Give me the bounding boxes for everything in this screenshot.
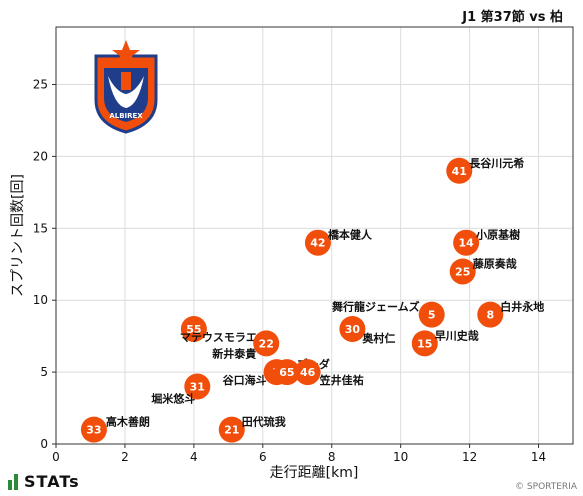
plot-frame	[55, 26, 574, 445]
player-name-label: マテウスモラエス	[180, 331, 268, 344]
brand-name: STATs	[24, 472, 80, 491]
player-number: 22	[259, 337, 274, 350]
player-marker	[80, 416, 107, 443]
y-tick-label: 10	[33, 293, 48, 307]
x-tick-label: 0	[52, 450, 60, 464]
player-number: 8	[486, 309, 494, 322]
player-marker	[411, 330, 438, 357]
player-name-label: 小原基樹	[475, 228, 520, 242]
y-tick-label: 5	[40, 365, 48, 379]
player-name-label: 白井永地	[500, 300, 544, 314]
player-name-label: 谷口海斗	[223, 373, 267, 387]
x-axis-label: 走行距離[km]	[270, 464, 359, 481]
y-axis-label: スプリント回数[回]	[10, 174, 26, 297]
x-tick-label: 6	[259, 450, 267, 464]
player-number: 25	[455, 265, 470, 278]
y-tick-label: 20	[33, 149, 48, 163]
y-axis: 0 5 10 15 20 25	[33, 78, 56, 451]
player-marker	[304, 229, 331, 256]
player-number: 21	[224, 424, 239, 437]
credit: © SPORTERIA	[515, 482, 577, 492]
player-marker	[184, 373, 211, 400]
player-number: 33	[86, 424, 101, 437]
player-marker	[449, 258, 476, 285]
x-tick-label: 4	[190, 450, 198, 464]
player-name-label: 舞行龍ジェームズ	[332, 300, 420, 314]
player-number: 65	[279, 366, 294, 379]
player-name-label: 藤原奏哉	[473, 256, 517, 270]
match-title: J1 第37節 vs 柏	[462, 10, 563, 25]
player-name-label: 笠井佳祐	[319, 373, 364, 387]
player-number: 30	[345, 323, 361, 336]
player-number: 31	[190, 380, 205, 393]
player-name-label: 早川史哉	[435, 328, 479, 342]
stats-logo-icon	[8, 473, 18, 490]
player-marker	[477, 301, 504, 328]
player-marker	[180, 315, 207, 342]
player-name-label: 高木善朗	[106, 415, 150, 429]
x-tick-label: 2	[121, 450, 129, 464]
player-name-label: 新井泰貴	[212, 346, 256, 360]
player-marker	[453, 229, 480, 256]
player-name-label: 奥村仁	[361, 331, 395, 345]
player-number: 15	[417, 337, 432, 350]
player-name-label: 橋本健人	[328, 228, 373, 242]
grid	[55, 27, 573, 445]
player-marker	[294, 359, 321, 386]
x-tick-label: 10	[393, 450, 408, 464]
brand-logo: STATs	[8, 472, 80, 491]
player-marker	[339, 315, 366, 342]
svg-text:ALBIREX: ALBIREX	[109, 112, 143, 120]
player-marker	[273, 359, 300, 386]
player-number: 5	[428, 309, 436, 322]
club-crest-icon: ALBIREX	[94, 40, 158, 134]
x-tick-label: 12	[462, 450, 477, 464]
player-number: 42	[310, 237, 325, 250]
player-marker	[446, 157, 473, 184]
y-tick-label: 25	[33, 78, 48, 92]
y-tick-label: 15	[33, 221, 48, 235]
player-marker	[218, 416, 245, 443]
player-number: 14	[458, 237, 474, 250]
player-number: 46	[300, 366, 316, 379]
player-name-label: 堀米悠斗	[151, 391, 195, 405]
player-marker	[253, 330, 280, 357]
player-name-label: 田代琉我	[242, 415, 286, 429]
player-name-label: 長谷川元希	[469, 156, 524, 170]
x-tick-label: 14	[531, 450, 546, 464]
player-marker	[418, 301, 445, 328]
x-tick-label: 8	[328, 450, 336, 464]
player-number: 41	[452, 165, 467, 178]
x-axis: 0 2 4 6 8 10 12 14	[52, 444, 546, 464]
player-number: 55	[186, 323, 201, 336]
y-tick-label: 0	[40, 437, 48, 451]
